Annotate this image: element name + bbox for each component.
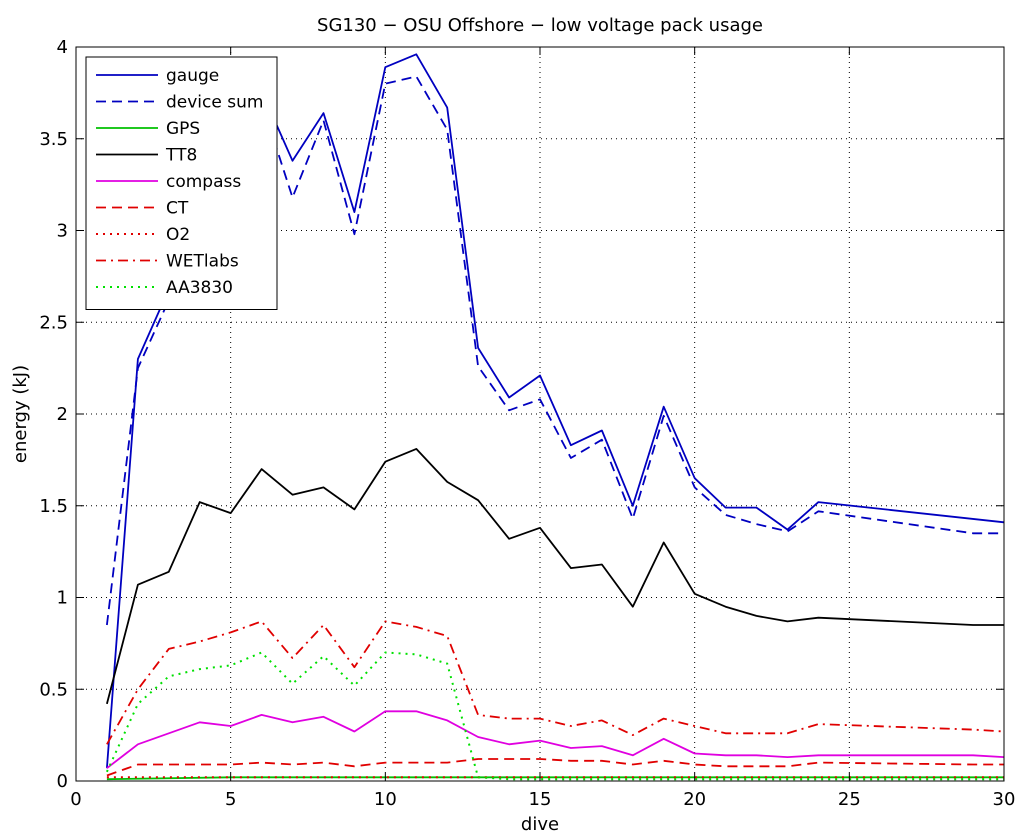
chart-title: SG130 − OSU Offshore − low voltage pack …: [317, 15, 763, 36]
x-tick-label: 30: [993, 789, 1016, 810]
y-axis-label: energy (kJ): [10, 365, 31, 463]
legend-label: GPS: [166, 119, 200, 139]
x-tick-label: 10: [374, 789, 397, 810]
x-tick-label: 20: [683, 789, 706, 810]
y-tick-label: 0.5: [39, 679, 68, 700]
series-line-device-sum: [106, 75, 1004, 626]
series-line-gps: [106, 776, 1004, 781]
y-tick-label: 3: [57, 221, 68, 242]
y-tick-label: 0: [57, 771, 68, 792]
x-tick-label: 0: [70, 789, 81, 810]
legend-label: compass: [166, 172, 241, 192]
series-line-ct: [106, 758, 1004, 777]
ticks: 0 5 10 15 20 25 30 0 0.5 1 1.5 2 2.5 3 3.5 4: [39, 37, 1015, 810]
x-axis-label: dive: [521, 814, 559, 835]
series-line-compass: [106, 710, 1005, 769]
legend: gauge device sum GPS TT8 compass CT O2 WETlabs A…: [85, 56, 278, 310]
series-line-wetlabs: [106, 620, 1005, 745]
x-tick-label: 5: [225, 789, 236, 810]
y-tick-label: 4: [57, 37, 68, 58]
x-tick-label: 15: [529, 789, 552, 810]
y-tick-label: 1.5: [39, 496, 68, 517]
legend-label: WETlabs: [166, 252, 239, 272]
y-tick-label: 2: [57, 404, 68, 425]
y-tick-label: 3.5: [39, 129, 68, 150]
legend-box: [85, 56, 278, 310]
legend-label: AA3830: [166, 278, 233, 298]
legend-label: gauge: [166, 66, 219, 86]
legend-label: TT8: [165, 146, 197, 166]
legend-label: O2: [166, 225, 190, 245]
x-tick-label: 25: [838, 789, 861, 810]
y-tick-label: 2.5: [39, 312, 68, 333]
legend-label: CT: [166, 199, 189, 219]
series-line-tt8: [106, 447, 1004, 705]
legend-label: device sum: [166, 93, 263, 113]
y-tick-label: 1: [57, 588, 68, 609]
